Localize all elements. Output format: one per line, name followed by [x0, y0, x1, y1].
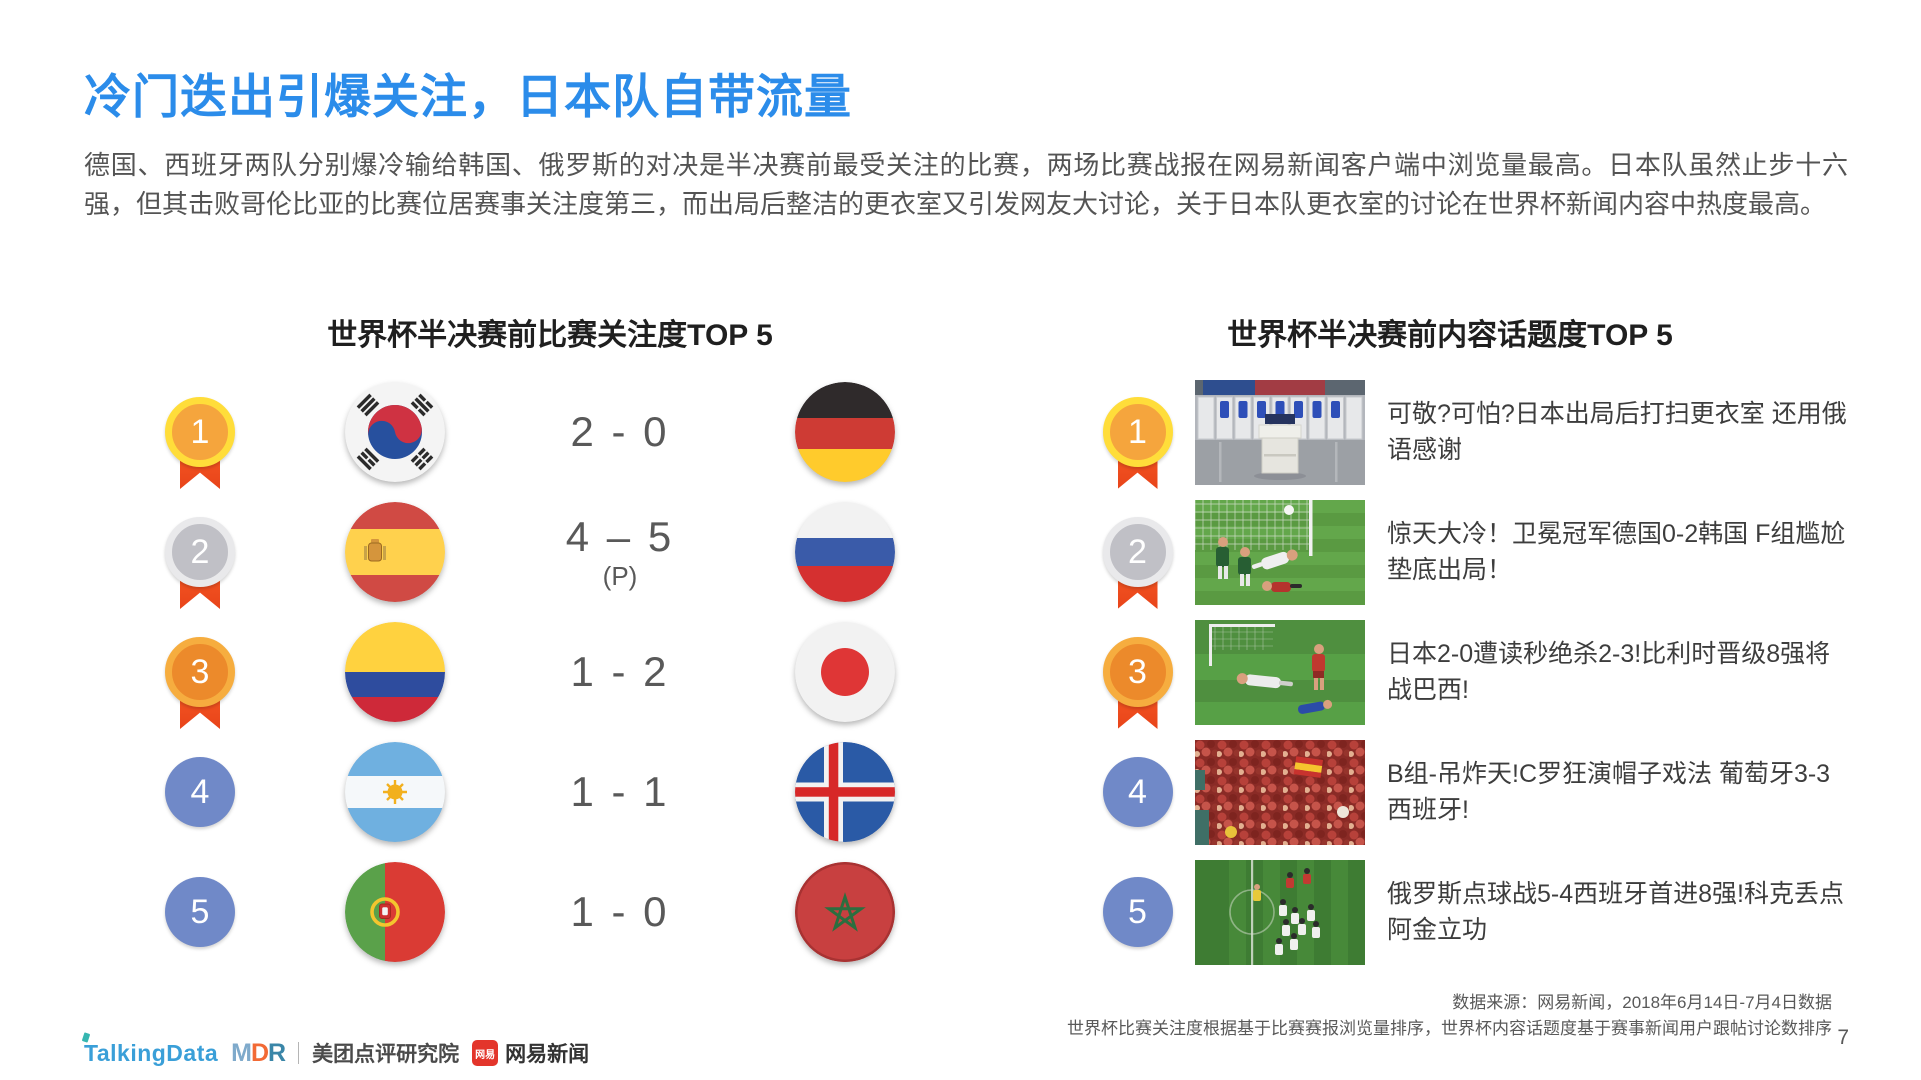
- rank-3-bronze-medal-icon: 3: [1102, 637, 1173, 729]
- thumb-russia-spain-players-image: [1195, 859, 1365, 965]
- flag-japan-icon: [795, 622, 895, 722]
- rank-number: 2: [1102, 517, 1173, 587]
- flag-portugal-icon: [345, 862, 445, 962]
- news-row-1: 1: [1080, 372, 1870, 492]
- flag-south-korea-icon: [345, 382, 445, 482]
- rank-1-gold-medal-icon: 1: [165, 397, 235, 489]
- intro-paragraph: 德国、西班牙两队分别爆冷输给韩国、俄罗斯的对决是半决赛前最受关注的比赛，两场比赛…: [84, 150, 1848, 219]
- talkingdata-logo: TalkingData: [81, 1031, 218, 1067]
- rank-4-badge: 4: [1102, 757, 1173, 827]
- news-headline: 俄罗斯点球战5-4西班牙首进8强!科克丢点阿金立功: [1387, 880, 1844, 944]
- rank-5-badge: 5: [1102, 877, 1173, 947]
- news-row-5: 5: [1080, 852, 1870, 972]
- rank-5-badge: 5: [165, 877, 235, 947]
- match-row-4: 4: [130, 732, 990, 852]
- meituan-dianping-institute-logo: 美团点评研究院: [312, 1043, 460, 1066]
- score-value: 1 - 2: [570, 648, 670, 695]
- mdr-logo: MDR: [231, 1038, 286, 1067]
- source-line-1: 数据来源：网易新闻，2018年6月14日-7月4日数据: [1452, 993, 1832, 1012]
- topic-section-title: 世界杯半决赛前内容话题度TOP 5: [1227, 319, 1673, 352]
- rank-number: 5: [165, 877, 235, 947]
- thumb-japan-belgium-pitch-image: [1195, 619, 1365, 725]
- score-value: 1 - 1: [570, 768, 670, 815]
- match-score-4: 1 - 1: [520, 768, 720, 816]
- match-section-title: 世界杯半决赛前比赛关注度TOP 5: [327, 319, 773, 352]
- source-line-2: 世界杯比赛关注度根据基于比赛赛报浏览量排序，世界杯内容话题度基于赛事新闻用户跟帖…: [1067, 1019, 1832, 1038]
- rank-number: 3: [165, 637, 235, 707]
- score-note: (P): [602, 560, 638, 591]
- logo-divider: [298, 1042, 300, 1064]
- match-score-1: 2 - 0: [520, 408, 720, 456]
- score-value: 1 - 0: [570, 888, 670, 935]
- rank-3-bronze-medal-icon: 3: [165, 637, 235, 729]
- topic-ranking-list: 1: [1080, 372, 1870, 972]
- match-row-3: 3 1 - 2: [130, 612, 990, 732]
- news-row-2: 2: [1080, 492, 1870, 612]
- news-headline: B组-吊炸天!C罗狂演帽子戏法 葡萄牙3-3西班牙!: [1387, 760, 1831, 824]
- rank-number: 4: [1102, 757, 1173, 827]
- rank-1-gold-medal-icon: 1: [1102, 397, 1173, 489]
- match-score-3: 1 - 2: [520, 648, 720, 696]
- flag-germany-icon: [795, 382, 895, 482]
- rank-2-silver-medal-icon: 2: [165, 517, 235, 609]
- flag-argentina-icon: [345, 742, 445, 842]
- thumb-portugal-spain-fans-image: [1195, 739, 1365, 845]
- flag-russia-icon: [795, 502, 895, 602]
- rank-number: 1: [1102, 397, 1173, 467]
- data-source-note: 数据来源：网易新闻，2018年6月14日-7月4日数据 世界杯比赛关注度根据基于…: [532, 990, 1832, 1042]
- thumb-japan-locker-room-image: [1195, 379, 1365, 485]
- match-score-5: 1 - 0: [520, 888, 720, 936]
- score-value: 4 – 5: [565, 512, 675, 560]
- netease-news-logo: 网易 网易新闻: [472, 1038, 589, 1068]
- match-row-5: 5: [130, 852, 990, 972]
- flag-morocco-icon: [795, 862, 895, 962]
- rank-number: 1: [165, 397, 235, 467]
- rank-number: 5: [1102, 877, 1173, 947]
- match-ranking-list: 1: [130, 372, 990, 972]
- news-row-4: 4: [1080, 732, 1870, 852]
- rank-number: 2: [165, 517, 235, 587]
- rank-number: 4: [165, 757, 235, 827]
- news-headline: 日本2-0遭读秒绝杀2-3!比利时晋级8强将战巴西!: [1387, 640, 1831, 704]
- flag-iceland-icon: [795, 742, 895, 842]
- thumb-germany-korea-goal-image: [1195, 499, 1365, 605]
- page-title: 冷门迭出引爆关注，日本队自带流量: [84, 70, 852, 123]
- rank-number: 3: [1102, 637, 1173, 707]
- match-row-1: 1: [130, 372, 990, 492]
- flag-spain-icon: [345, 502, 445, 602]
- footer-logos: TalkingData MDR 美团点评研究院 网易 网易新闻: [81, 1031, 589, 1068]
- flag-colombia-icon: [345, 622, 445, 722]
- news-row-3: 3: [1080, 612, 1870, 732]
- match-score-2: 4 – 5 (P): [520, 513, 720, 592]
- match-row-2: 2: [130, 492, 990, 612]
- rank-4-badge: 4: [165, 757, 235, 827]
- news-headline: 可敬?可怕?日本出局后打扫更衣室 还用俄语感谢: [1387, 400, 1847, 464]
- page-number: 7: [1837, 1026, 1849, 1049]
- rank-2-silver-medal-icon: 2: [1102, 517, 1173, 609]
- news-headline: 惊天大冷！卫冕冠军德国0-2韩国 F组尴尬垫底出局！: [1387, 520, 1846, 584]
- score-value: 2 - 0: [570, 408, 670, 455]
- netease-badge-icon: 网易: [472, 1040, 499, 1066]
